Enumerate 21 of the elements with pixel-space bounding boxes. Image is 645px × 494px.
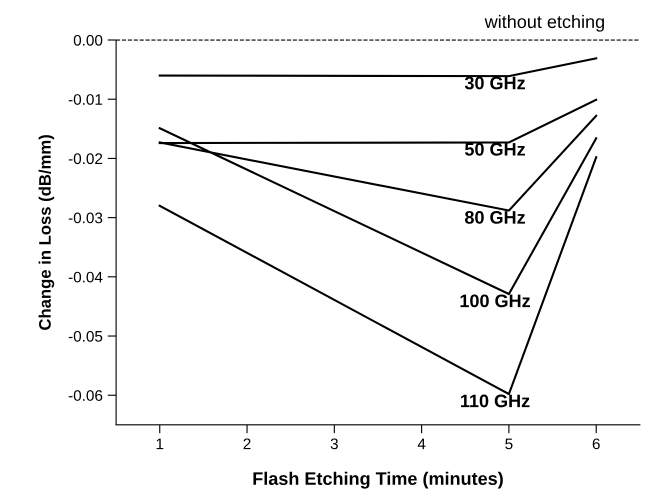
y-tick-label: -0.02 bbox=[68, 153, 102, 164]
x-tick-label: 6 bbox=[592, 438, 600, 450]
y-tick-label: -0.05 bbox=[68, 330, 102, 342]
x-axis-title: Flash Etching Time (minutes) bbox=[253, 472, 503, 489]
y-tick-label: -0.01 bbox=[68, 94, 102, 105]
y-tick-label: -0.04 bbox=[68, 272, 102, 283]
y-tick-label: -0.03 bbox=[68, 212, 102, 224]
series-label: 30 GHz bbox=[464, 76, 525, 90]
series-label: 50 GHz bbox=[464, 142, 525, 156]
y-axis-title: Change in Loss (dB/mm) bbox=[38, 135, 54, 330]
x-tick-label: 1 bbox=[156, 438, 164, 450]
x-tick-label: 5 bbox=[505, 438, 513, 450]
series-label: 80 GHz bbox=[464, 211, 525, 224]
x-tick-label: 4 bbox=[418, 438, 426, 450]
ref-line-label: without etching bbox=[484, 14, 604, 32]
series-label: 100 GHz bbox=[460, 294, 530, 308]
y-tick-label: -0.06 bbox=[68, 390, 102, 401]
series-label: 110 GHz bbox=[461, 394, 530, 408]
x-tick-label: 2 bbox=[244, 438, 251, 450]
y-tick-label: 0.00 bbox=[74, 34, 102, 46]
x-tick-label: 3 bbox=[330, 438, 338, 450]
